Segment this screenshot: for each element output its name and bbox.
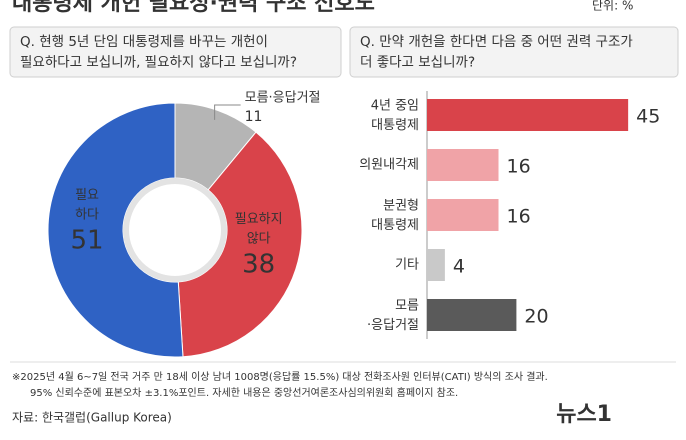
bar xyxy=(427,299,517,331)
slice-value: 11 xyxy=(245,109,263,125)
value-label: 4 xyxy=(453,256,465,278)
question: Q. 현행 5년 단임 대통령제를 바꾸는 개헌이 필요하다고 보십니까, 필요하… xyxy=(20,34,297,70)
slice-label: 필요하지 않다 xyxy=(235,212,283,247)
slice-label: 모름·응답거절 xyxy=(245,91,321,106)
category-label: 분권형 대통령제 xyxy=(371,198,419,233)
category-label: 의원내각제 xyxy=(359,158,419,173)
value-label: 16 xyxy=(507,156,531,178)
source: 자료: 한국갤럽(Gallup Korea) xyxy=(12,411,172,425)
note: 95% 신뢰수준에 표본오차 ±3.1%포인트. 자세한 내용은 중앙선거여론조… xyxy=(30,386,458,399)
category-label: 기타 xyxy=(395,258,419,273)
value-label: 16 xyxy=(507,206,531,228)
unit: 단위: % xyxy=(592,0,633,13)
question: Q. 만약 개헌을 한다면 다음 중 어떤 권력 구조가 더 좋다고 보십니까? xyxy=(360,34,633,70)
leader-line xyxy=(214,104,241,120)
main-title: 대통령제 개헌 필요성·권력 구조 선호도 xyxy=(12,0,375,16)
donut-hole-ring xyxy=(123,178,227,282)
donut-slice xyxy=(47,102,184,358)
slice-value: 51 xyxy=(70,225,103,255)
slice-value: 38 xyxy=(242,250,275,280)
question-box xyxy=(9,26,342,78)
value-label: 45 xyxy=(636,106,660,128)
bar xyxy=(427,249,445,281)
note: ※2025년 4월 6~7일 전국 거주 만 18세 이상 남녀 1008명(응… xyxy=(12,371,548,383)
value-label: 20 xyxy=(524,306,548,328)
slice-label: 필요 하다 xyxy=(75,187,99,222)
logo: 뉴스1 xyxy=(556,402,612,427)
category-label: 4년 중임 대통령제 xyxy=(371,98,419,133)
bar xyxy=(427,199,499,231)
bar xyxy=(427,99,629,131)
category-label: 모름 ·응답거절 xyxy=(367,298,419,333)
bar xyxy=(427,149,499,181)
question-box xyxy=(349,26,679,78)
